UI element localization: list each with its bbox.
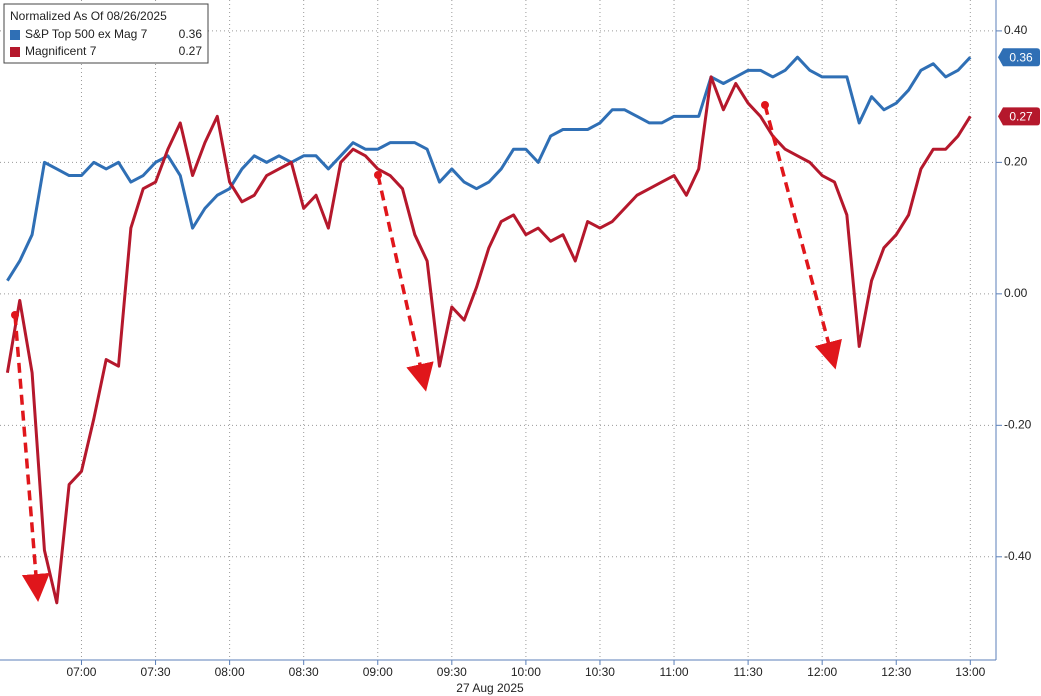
axes: 0.40 0.20 0.00 -0.20 -0.40 07:00 07:30 08:00 08:… bbox=[66, 23, 1040, 679]
x-tick-label: 11:00 bbox=[659, 665, 688, 679]
x-tick-label: 10:00 bbox=[511, 665, 541, 679]
value-badge bbox=[998, 107, 1040, 126]
x-tick-label: 07:00 bbox=[66, 665, 96, 679]
y-tick-label: 0.40 bbox=[1004, 23, 1028, 37]
arrow-dot bbox=[11, 311, 19, 319]
legend-value: 0.36 bbox=[179, 27, 203, 41]
series-line bbox=[6, 55, 972, 282]
legend: Normalized As Of 08/26/2025 S&P Top 500 … bbox=[3, 3, 209, 64]
arrow bbox=[376, 174, 434, 392]
x-tick-label: 08:30 bbox=[289, 665, 319, 679]
arrow-dot bbox=[761, 101, 769, 109]
x-tick-label: 09:30 bbox=[437, 665, 467, 679]
legend-value: 0.27 bbox=[179, 44, 203, 58]
x-tick-label: 07:30 bbox=[141, 665, 171, 679]
value-badge-label: 0.27 bbox=[1009, 110, 1033, 124]
x-axis-label: 27 Aug 2025 bbox=[456, 681, 524, 695]
x-tick-label: 10:30 bbox=[585, 665, 615, 679]
x-tick-label: 09:00 bbox=[363, 665, 393, 679]
legend-label: Magnificent 7 bbox=[25, 44, 97, 58]
value-badge-label: 0.36 bbox=[1009, 50, 1033, 64]
x-tick-label: 08:00 bbox=[215, 665, 245, 679]
arrow-dot bbox=[374, 171, 382, 179]
legend-box bbox=[3, 3, 209, 64]
y-tick-label: 0.20 bbox=[1004, 155, 1028, 169]
legend-title: Normalized As Of 08/26/2025 bbox=[10, 9, 167, 23]
annotations bbox=[11, 101, 842, 602]
plot bbox=[5, 55, 972, 605]
x-tick-label: 12:00 bbox=[807, 665, 837, 679]
y-tick-label: 0.00 bbox=[1004, 286, 1028, 300]
value-badge bbox=[998, 48, 1040, 67]
series-line bbox=[5, 75, 972, 605]
arrow bbox=[763, 104, 842, 370]
legend-swatch bbox=[10, 30, 20, 40]
x-tick-label: 13:00 bbox=[955, 665, 985, 679]
y-tick-label: -0.40 bbox=[1004, 549, 1032, 563]
legend-swatch bbox=[10, 47, 20, 57]
arrow bbox=[13, 314, 50, 602]
x-tick-label: 11:30 bbox=[734, 665, 763, 679]
x-tick-label: 12:30 bbox=[881, 665, 911, 679]
legend-label: S&P Top 500 ex Mag 7 bbox=[25, 27, 148, 41]
y-tick-label: -0.20 bbox=[1004, 417, 1032, 431]
